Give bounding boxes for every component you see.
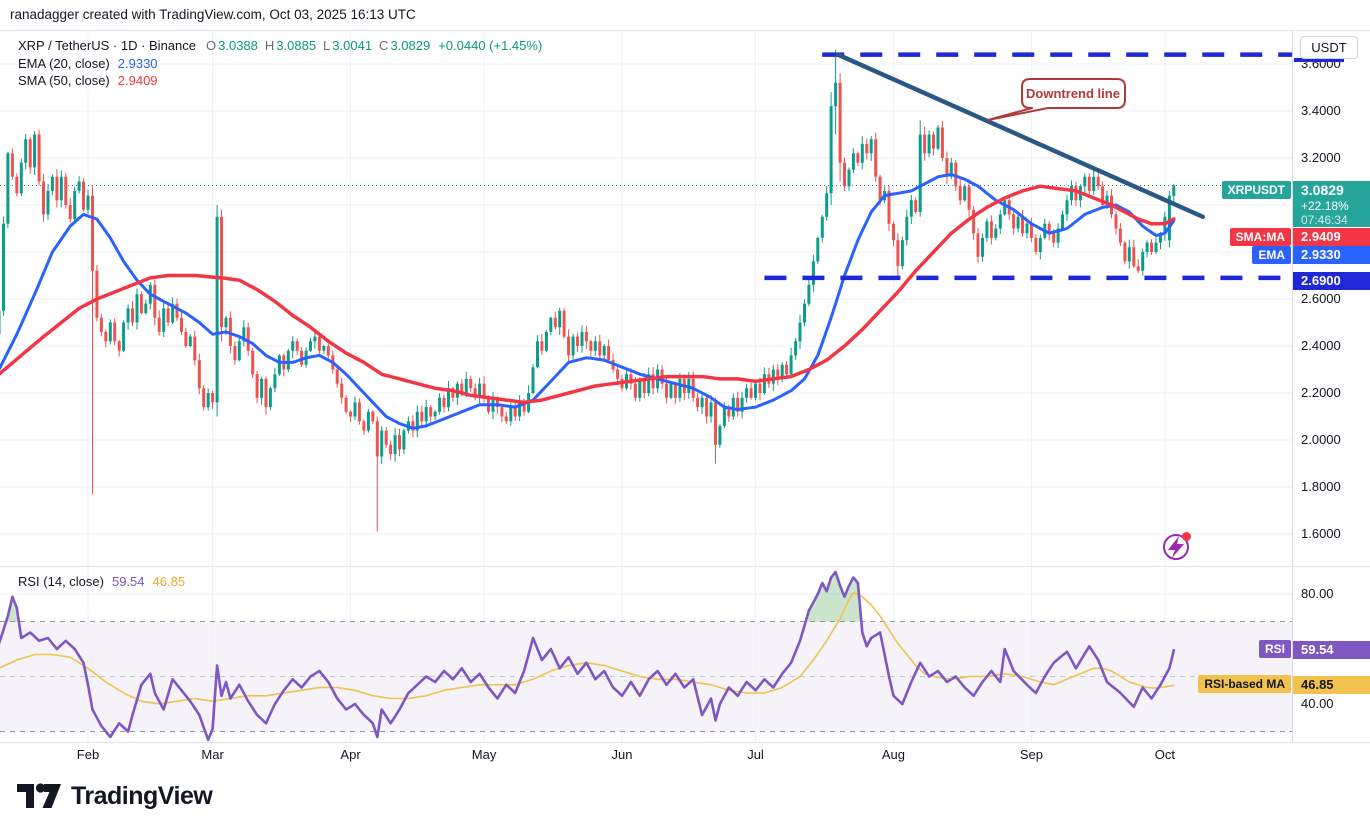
rsi-legend-row[interactable]: RSI (14, close) 59.54 46.85 bbox=[18, 573, 185, 591]
rsi-ma-line-label: RSI-based MA bbox=[1198, 675, 1291, 694]
rsi-value: 59.54 bbox=[111, 574, 145, 589]
symbol-line-label: XRPUSDT bbox=[1221, 181, 1291, 199]
price-tick: 2.0000 bbox=[1301, 432, 1341, 447]
price-legend: XRP / TetherUS · 1D · Binance O 3.0388 H 3.0… bbox=[18, 37, 542, 90]
ohlc-values: O 3.0388 H 3.0885 L 3.0041 C 3.0829 bbox=[196, 38, 430, 53]
rsi-pane[interactable]: RSI (14, close) 59.54 46.85 bbox=[0, 566, 1292, 743]
price-chart-canvas: Downtrend line bbox=[0, 31, 1292, 566]
rsi-ma-value-badge: 46.85 bbox=[1293, 676, 1370, 695]
month-label-mar: Mar bbox=[201, 747, 224, 762]
lightning-icon[interactable] bbox=[1163, 532, 1191, 560]
ohlc-key: L bbox=[323, 38, 331, 53]
ema-price-badge: 2.9330 bbox=[1293, 246, 1370, 264]
rsi-value-badge: 59.54 bbox=[1293, 641, 1370, 660]
month-label-jun: Jun bbox=[611, 747, 633, 762]
sma-line-label: SMA:MA bbox=[1229, 228, 1291, 246]
ohlc-key: C bbox=[379, 38, 389, 53]
price-tick: 1.8000 bbox=[1301, 479, 1341, 494]
currency-button[interactable]: USDT bbox=[1300, 36, 1358, 59]
sma-value: 2.9409 bbox=[117, 73, 158, 88]
tradingview-logo[interactable]: TradingView bbox=[16, 780, 213, 812]
symbol-legend-row[interactable]: XRP / TetherUS · 1D · Binance O 3.0388 H 3.0… bbox=[18, 37, 542, 55]
chart-area: Downtrend line XRP / TetherUS · 1D · Bin… bbox=[0, 30, 1370, 768]
month-label-feb: Feb bbox=[76, 747, 100, 762]
downtrend-callout-text: Downtrend line bbox=[1026, 86, 1120, 101]
sma-legend-row[interactable]: SMA (50, close) 2.9409 bbox=[18, 72, 542, 90]
rsi-chart-canvas bbox=[0, 567, 1292, 743]
rsi-ma-value: 46.85 bbox=[152, 574, 186, 589]
price-tick: 1.6000 bbox=[1301, 526, 1341, 541]
symbol-price-badge: 3.0829 +22.18% 07:46:34 bbox=[1293, 181, 1370, 227]
month-label-may: May bbox=[471, 747, 497, 762]
rsi-axis[interactable]: 80.00 40.00 59.54 46.85 bbox=[1292, 566, 1370, 743]
ohlc-value: 3.0885 bbox=[276, 38, 317, 53]
month-label-jul: Jul bbox=[747, 747, 764, 762]
attribution-text: ranadagger created with TradingView.com,… bbox=[10, 7, 416, 22]
change-value: +0.0440 (+1.45%) bbox=[438, 38, 543, 53]
price-axis[interactable]: USDT 3.60003.40003.20003.00002.80002.600… bbox=[1292, 31, 1370, 566]
price-tick: 3.4000 bbox=[1301, 103, 1341, 118]
ema-label: EMA (20, close) bbox=[18, 55, 110, 71]
symbol-title: XRP / TetherUS · 1D · Binance bbox=[18, 38, 196, 53]
price-pane[interactable]: Downtrend line XRP / TetherUS · 1D · Bin… bbox=[0, 31, 1292, 566]
ohlc-key: O bbox=[206, 38, 217, 53]
candlestick-series bbox=[0, 49, 1176, 532]
price-tick: 3.2000 bbox=[1301, 150, 1341, 165]
month-label-oct: Oct bbox=[1154, 747, 1175, 762]
sma-label: SMA (50, close) bbox=[18, 73, 110, 88]
time-axis[interactable]: Feb Mar Apr May Jun Jul Aug Sep Oct bbox=[0, 742, 1370, 768]
ohlc-value: 3.0829 bbox=[390, 38, 431, 53]
ema-legend-row[interactable]: EMA (20, close) 2.9330 bbox=[18, 55, 542, 73]
rsi-line bbox=[0, 570, 1176, 742]
rsi-legend: RSI (14, close) 59.54 46.85 bbox=[18, 573, 185, 591]
notification-dot bbox=[1182, 532, 1191, 541]
support-level-badge: 2.6900 bbox=[1293, 272, 1370, 290]
month-label-apr: Apr bbox=[340, 747, 361, 762]
ema-value: 2.9330 bbox=[117, 55, 158, 71]
tradingview-logo-text: TradingView bbox=[71, 781, 213, 810]
downtrend-trendline[interactable] bbox=[835, 52, 1205, 219]
sma-price-badge: 2.9409 bbox=[1293, 228, 1370, 246]
rsi-tick: 80.00 bbox=[1301, 586, 1334, 601]
rsi-label: RSI (14, close) bbox=[18, 574, 104, 589]
ohlc-key: H bbox=[264, 38, 275, 53]
price-gridlines bbox=[0, 31, 1292, 566]
down-candle-bodies bbox=[10, 82, 1153, 457]
month-label-aug: Aug bbox=[881, 747, 905, 762]
tradingview-logo-icon bbox=[17, 783, 61, 808]
sma50-line bbox=[0, 184, 1176, 405]
price-tick: 2.6000 bbox=[1301, 291, 1341, 306]
change-percent: +22.18% bbox=[1301, 199, 1349, 213]
rsi-tick: 40.00 bbox=[1301, 696, 1334, 711]
resistance-axis-mark bbox=[1294, 58, 1344, 62]
ema-line-label: EMA bbox=[1252, 246, 1291, 264]
ohlc-value: 3.0388 bbox=[218, 38, 258, 53]
ema20-line bbox=[0, 173, 1176, 430]
up-candle-bodies bbox=[0, 82, 1176, 457]
footer: TradingView bbox=[0, 766, 1370, 826]
bar-countdown: 07:46:34 bbox=[1301, 213, 1348, 227]
last-price: 3.0829 bbox=[1301, 182, 1344, 198]
up-candle-wicks bbox=[3, 49, 1175, 464]
downtrend-callout[interactable]: Downtrend line bbox=[987, 78, 1126, 121]
rsi-line-label: RSI bbox=[1258, 640, 1291, 659]
down-candle-wicks bbox=[11, 73, 1152, 532]
month-label-sep: Sep bbox=[1019, 747, 1043, 762]
ohlc-value: 3.0041 bbox=[332, 38, 373, 53]
price-tick: 2.2000 bbox=[1301, 385, 1341, 400]
price-tick: 2.4000 bbox=[1301, 338, 1341, 353]
